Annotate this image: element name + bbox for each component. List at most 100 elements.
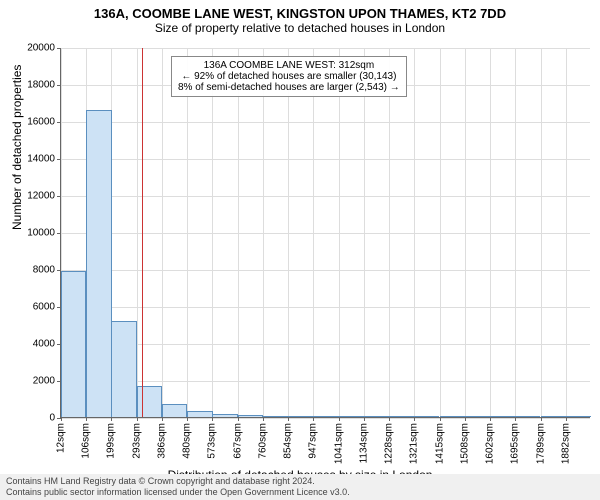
gridline-v xyxy=(389,48,390,417)
histogram-bar xyxy=(414,416,439,417)
chart-container: 136A, COOMBE LANE WEST, KINGSTON UPON TH… xyxy=(0,0,600,500)
histogram-bar xyxy=(389,416,414,417)
footer-line2: Contains public sector information licen… xyxy=(6,487,594,498)
xtick-label: 106sqm xyxy=(81,423,92,459)
xtick-mark xyxy=(339,417,340,421)
histogram-bar xyxy=(86,110,111,417)
histogram-bar xyxy=(490,416,515,417)
gridline-v xyxy=(313,48,314,417)
histogram-bar xyxy=(263,416,288,417)
xtick-label: 1041sqm xyxy=(333,423,344,464)
plot-area: 0200040006000800010000120001400016000180… xyxy=(60,48,590,418)
ytick-label: 2000 xyxy=(33,376,55,387)
histogram-bar xyxy=(238,415,263,417)
xtick-mark xyxy=(137,417,138,421)
gridline-v xyxy=(212,48,213,417)
ytick-label: 20000 xyxy=(27,43,55,54)
gridline-h xyxy=(61,159,590,160)
gridline-v xyxy=(541,48,542,417)
xtick-mark xyxy=(187,417,188,421)
xtick-label: 1508sqm xyxy=(459,423,470,464)
reference-line xyxy=(142,48,143,417)
histogram-bar xyxy=(111,321,136,417)
xtick-label: 1321sqm xyxy=(409,423,420,464)
xtick-label: 947sqm xyxy=(308,423,319,459)
xtick-mark xyxy=(86,417,87,421)
histogram-bar xyxy=(61,271,86,417)
xtick-label: 199sqm xyxy=(106,423,117,459)
gridline-v xyxy=(440,48,441,417)
gridline-v xyxy=(364,48,365,417)
xtick-mark xyxy=(288,417,289,421)
xtick-mark xyxy=(364,417,365,421)
gridline-v xyxy=(490,48,491,417)
xtick-label: 1882sqm xyxy=(560,423,571,464)
chart-title: 136A, COOMBE LANE WEST, KINGSTON UPON TH… xyxy=(0,0,600,21)
xtick-label: 760sqm xyxy=(257,423,268,459)
footer: Contains HM Land Registry data © Crown c… xyxy=(0,474,600,500)
xtick-mark xyxy=(490,417,491,421)
gridline-h xyxy=(61,48,590,49)
gridline-v xyxy=(515,48,516,417)
histogram-bar xyxy=(364,416,389,417)
ytick-label: 10000 xyxy=(27,228,55,239)
xtick-mark xyxy=(313,417,314,421)
histogram-bar xyxy=(339,416,364,417)
gridline-v xyxy=(566,48,567,417)
xtick-mark xyxy=(389,417,390,421)
xtick-mark xyxy=(440,417,441,421)
plot: 0200040006000800010000120001400016000180… xyxy=(60,48,590,418)
histogram-bar xyxy=(313,416,338,417)
xtick-mark xyxy=(515,417,516,421)
chart-subtitle: Size of property relative to detached ho… xyxy=(0,21,600,39)
xtick-mark xyxy=(263,417,264,421)
histogram-bar xyxy=(137,386,162,417)
ytick-label: 12000 xyxy=(27,191,55,202)
annotation-line1: 136A COOMBE LANE WEST: 312sqm xyxy=(178,60,400,71)
xtick-mark xyxy=(61,417,62,421)
gridline-v xyxy=(263,48,264,417)
xtick-label: 1228sqm xyxy=(384,423,395,464)
ytick-label: 8000 xyxy=(33,265,55,276)
xtick-mark xyxy=(465,417,466,421)
gridline-v xyxy=(137,48,138,417)
gridline-v xyxy=(465,48,466,417)
xtick-label: 1134sqm xyxy=(358,423,369,463)
ytick-label: 0 xyxy=(49,413,55,424)
gridline-v xyxy=(339,48,340,417)
gridline-h xyxy=(61,233,590,234)
gridline-h xyxy=(61,270,590,271)
xtick-mark xyxy=(238,417,239,421)
ytick-label: 6000 xyxy=(33,302,55,313)
histogram-bar xyxy=(541,416,566,417)
gridline-h xyxy=(61,307,590,308)
gridline-v xyxy=(187,48,188,417)
footer-line1: Contains HM Land Registry data © Crown c… xyxy=(6,476,594,487)
histogram-bar xyxy=(162,404,187,417)
histogram-bar xyxy=(212,414,237,417)
gridline-v xyxy=(414,48,415,417)
xtick-label: 293sqm xyxy=(131,423,142,459)
annotation-line3: 8% of semi-detached houses are larger (2… xyxy=(178,82,400,93)
annotation-box: 136A COOMBE LANE WEST: 312sqm← 92% of de… xyxy=(171,56,407,97)
ytick-label: 18000 xyxy=(27,80,55,91)
xtick-label: 1602sqm xyxy=(485,423,496,464)
xtick-mark xyxy=(162,417,163,421)
xtick-mark xyxy=(111,417,112,421)
xtick-mark xyxy=(541,417,542,421)
xtick-label: 1789sqm xyxy=(535,423,546,464)
xtick-label: 12sqm xyxy=(56,423,67,453)
histogram-bar xyxy=(288,416,313,417)
xtick-mark xyxy=(212,417,213,421)
xtick-label: 854sqm xyxy=(283,423,294,459)
gridline-v xyxy=(288,48,289,417)
ytick-label: 14000 xyxy=(27,154,55,165)
histogram-bar xyxy=(187,411,212,417)
xtick-label: 480sqm xyxy=(182,423,193,459)
xtick-mark xyxy=(414,417,415,421)
gridline-v xyxy=(162,48,163,417)
histogram-bar xyxy=(440,416,465,417)
histogram-bar xyxy=(515,416,540,417)
gridline-h xyxy=(61,196,590,197)
xtick-label: 1415sqm xyxy=(434,423,445,464)
